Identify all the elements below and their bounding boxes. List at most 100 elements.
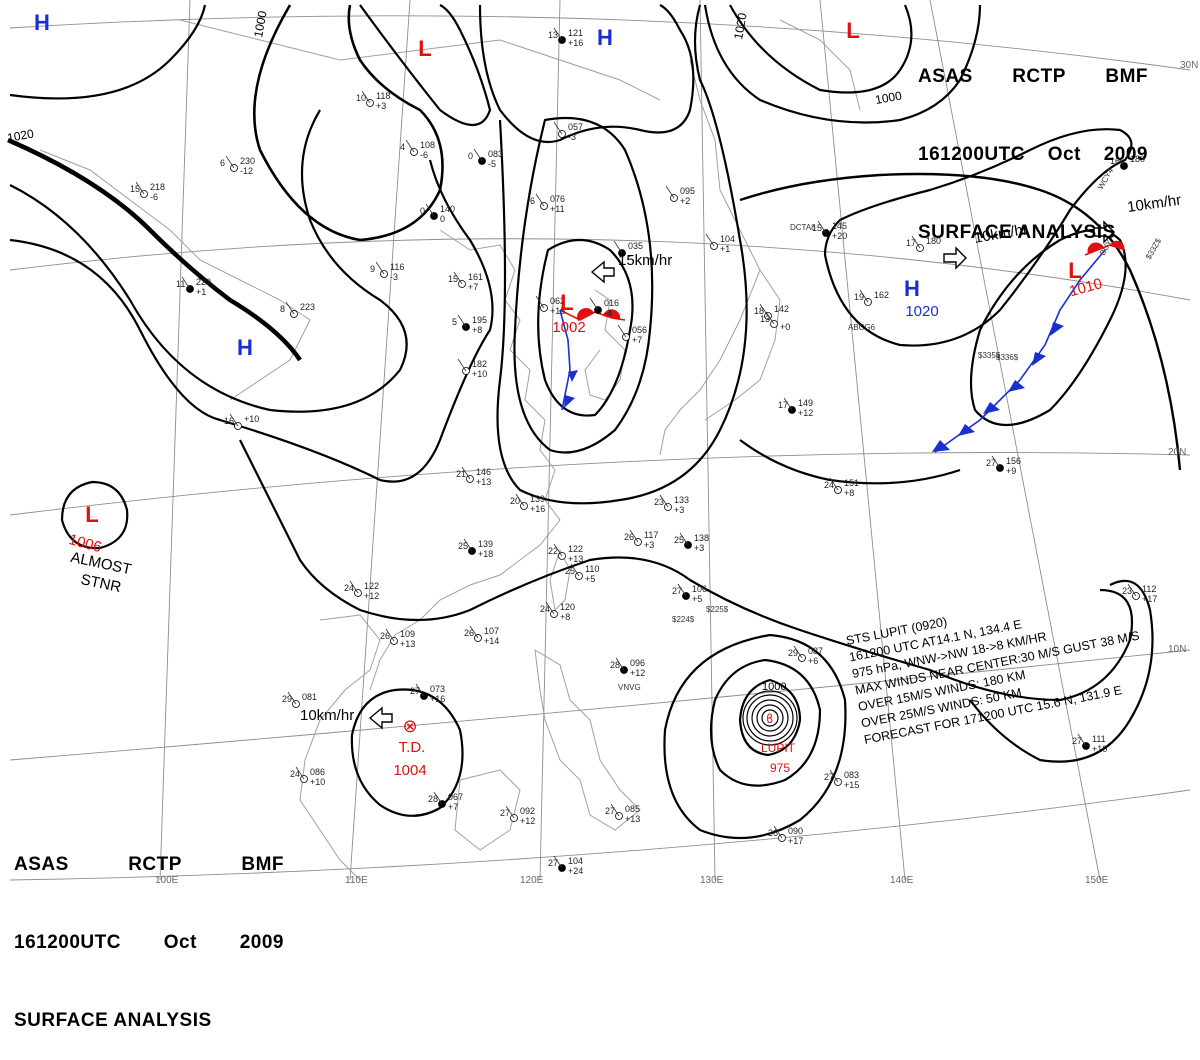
station-plot: 27 156+9 — [986, 455, 1021, 476]
station-pressure: 230 — [240, 156, 255, 166]
header-bot-l3: SURFACE ANALYSIS — [14, 1010, 212, 1031]
station-plot: 13 +0 — [760, 311, 790, 332]
station-tendency: +13 — [476, 477, 491, 487]
station-tendency: +16 — [530, 504, 545, 514]
station-plot: 22 122+13 — [548, 543, 583, 564]
station-tendency: +5 — [585, 574, 595, 584]
station-plot: 27 111+10 — [1072, 733, 1107, 754]
station-pressure: 076 — [550, 194, 565, 204]
station-pressure: 142 — [774, 304, 789, 314]
station-pressure: 162 — [874, 290, 889, 300]
wind-barb-icon — [285, 301, 295, 315]
wind-barb-icon — [859, 289, 869, 303]
station-temp: 27 — [500, 808, 510, 818]
coast-russia — [179, 19, 661, 101]
longitude-label: 140E — [890, 875, 914, 886]
station-temp: 13 — [548, 30, 558, 40]
station-plot: 23 133+3 — [654, 494, 689, 515]
station-tendency: -3 — [390, 272, 398, 282]
isobar-top-left-2 — [253, 4, 444, 242]
station-pressure: 081 — [302, 692, 317, 702]
station-plot: 27 092+12 — [500, 805, 535, 826]
station-plot: 27 104+24 — [548, 855, 583, 876]
station-plot: 16 +10 — [224, 413, 259, 430]
station-pressure: 110 — [585, 564, 599, 574]
svg-text:ϐ: ϐ — [766, 712, 773, 726]
longitude-label: 130E — [700, 875, 724, 886]
longitude-label: 110E — [345, 875, 368, 886]
station-plot: 17 149+12 — [778, 397, 813, 418]
station-plot: 13 121+16 — [548, 27, 583, 48]
station-temp: 26 — [624, 532, 634, 542]
station-pressure: 133 — [674, 495, 689, 505]
station-plot: 28 067+7 — [428, 791, 463, 812]
isobar-label: 1000 — [874, 88, 903, 106]
station-tendency: -5 — [488, 159, 496, 169]
station-pressure: 180 — [1130, 154, 1145, 164]
station-plot: 26 109+13 — [380, 628, 415, 649]
isobar-east-outer — [739, 172, 1182, 471]
station-pressure: 109 — [400, 629, 415, 639]
station-plot: 0 083-5 — [468, 148, 503, 169]
isobar-east-high — [823, 128, 1133, 347]
station-tendency: +10 — [310, 777, 325, 787]
isobar-ne-outer — [703, 4, 982, 124]
station-tendency: +12 — [520, 816, 535, 826]
isobar-typhoon-1000 — [738, 678, 802, 757]
station-plot: 11 229+1 — [176, 276, 211, 297]
station-temp: 17 — [778, 400, 788, 410]
wind-barb-icon — [473, 148, 483, 162]
station-plot: 24 086+10 — [290, 766, 325, 787]
station-temp: 25 — [674, 535, 684, 545]
station-plot: 6 230-12 — [220, 155, 255, 176]
wind-barb-icon — [385, 628, 395, 642]
station-temp: 29 — [788, 648, 798, 658]
station-plot: 8 223 — [280, 301, 315, 318]
wind-barb-icon — [589, 297, 599, 311]
station-temp: 0 — [420, 206, 425, 216]
korea-cold-front — [559, 309, 571, 411]
station-temp: 21 — [456, 469, 466, 479]
station-plot: 26 107+14 — [464, 625, 499, 646]
station-temp: 15 — [448, 274, 458, 284]
wind-barb-icon — [610, 803, 620, 817]
station-plot: 21 146+13 — [456, 466, 491, 487]
wind-barb-icon — [553, 855, 563, 869]
station-temp: 27 — [548, 858, 558, 868]
coast-borneo — [454, 769, 521, 851]
station-temp: 24 — [344, 583, 354, 593]
isobar-west-low — [60, 480, 129, 550]
isobar-label-typhoon: 1000 — [762, 681, 786, 693]
wind-barb-icon — [545, 601, 555, 615]
isobar-southern-long — [239, 439, 1134, 702]
coast-japan-2 — [704, 269, 781, 421]
station-pressure: 104 — [568, 856, 583, 866]
longitude-label: 100E — [155, 875, 179, 886]
wind-barb-icon — [375, 261, 385, 275]
station-plot: 17 180 — [906, 235, 941, 252]
wind-barb-icon — [793, 645, 803, 659]
station-plot: 28 096+12 — [610, 657, 645, 678]
station-tendency: +16 — [568, 38, 583, 48]
isobar-korea-low-inner — [537, 239, 634, 417]
station-pressure: 083 — [844, 770, 859, 780]
station-plot: 26 117+3 — [624, 529, 658, 550]
high-pressure-symbol: H — [34, 10, 50, 35]
isobar-korea-low-mid — [513, 116, 654, 454]
wind-barb-icon — [181, 276, 191, 290]
header-top-l3: SURFACE ANALYSIS — [918, 222, 1116, 243]
station-pressure: 121 — [568, 28, 583, 38]
header-top-l2-b: Oct — [1047, 144, 1081, 165]
station-tendency: +9 — [1006, 466, 1016, 476]
station-tendency: +3 — [694, 543, 704, 553]
station-tendency: +7 — [448, 802, 458, 812]
station-tendency: +6 — [808, 656, 818, 666]
wind-barb-icon — [505, 805, 515, 819]
wind-barb-icon — [911, 235, 921, 249]
station-temp: 8 — [280, 304, 285, 314]
wind-barb-icon — [135, 181, 145, 195]
header-top-l1-b: RCTP — [1012, 66, 1066, 87]
station-temp: 23 — [654, 497, 664, 507]
wind-barb-icon — [677, 583, 687, 597]
station-plot: 062+15 — [535, 295, 565, 316]
